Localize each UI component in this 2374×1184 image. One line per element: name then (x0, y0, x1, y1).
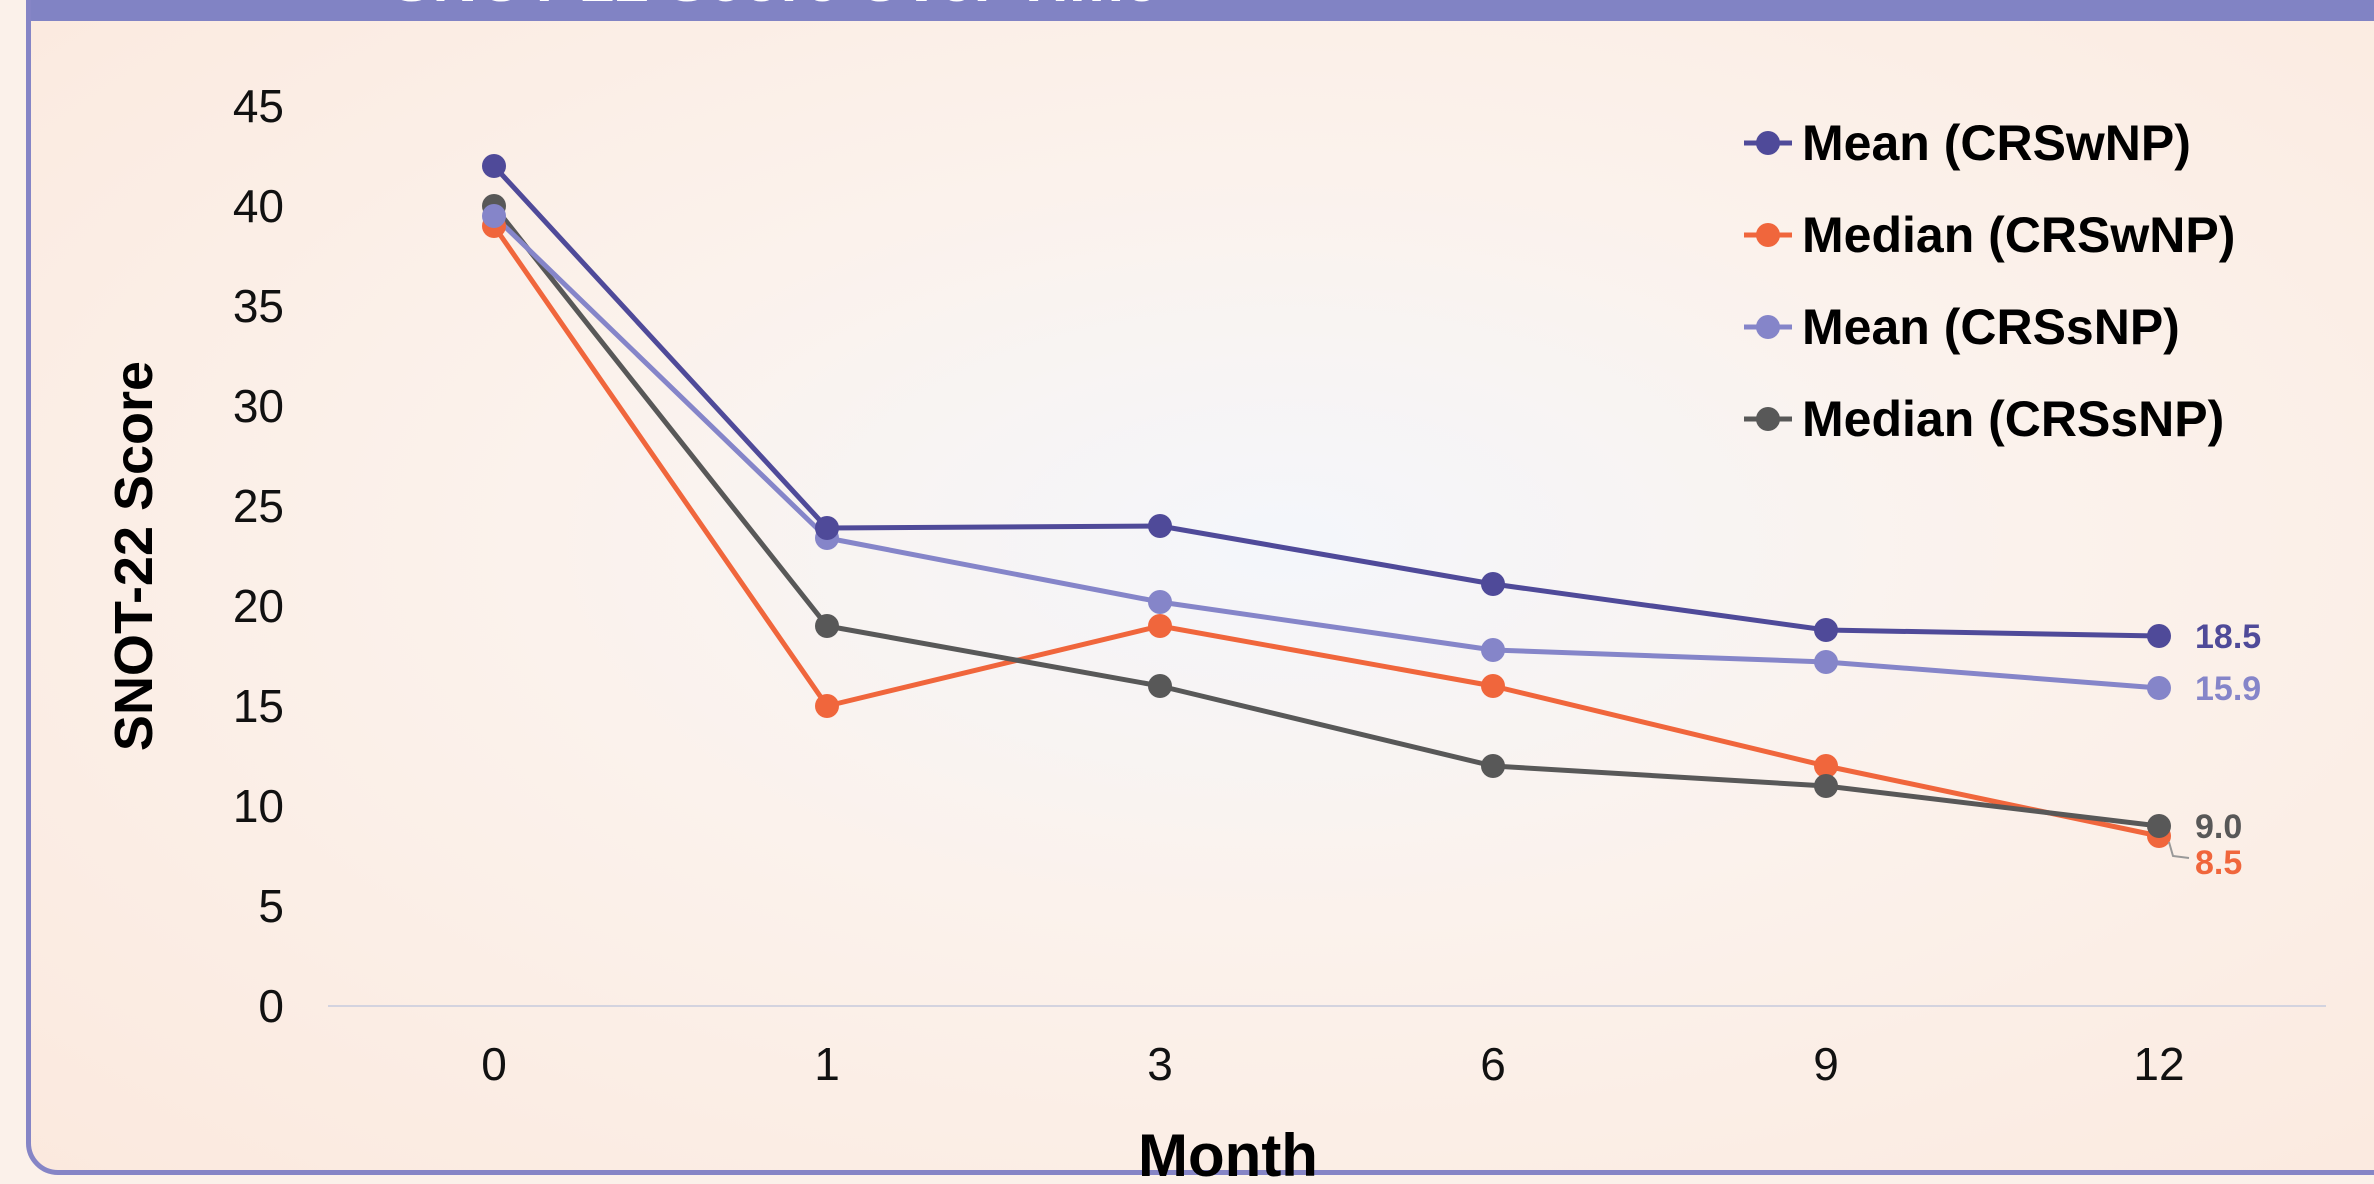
legend-swatch-marker (1756, 407, 1780, 431)
y-tick-label: 0 (258, 980, 284, 1032)
y-tick-label: 35 (233, 280, 284, 332)
series-line (491, 203, 2162, 829)
data-point (1481, 674, 1505, 698)
x-tick-label: 12 (2133, 1038, 2184, 1090)
y-tick-label: 5 (258, 880, 284, 932)
legend-swatch-marker (1756, 131, 1780, 155)
data-point (2147, 814, 2171, 838)
x-tick-label: 9 (1813, 1038, 1839, 1090)
y-tick-label: 25 (233, 480, 284, 532)
chart-header-bar: SNOT-22 Score Over Time (31, 0, 2374, 21)
legend-swatch-marker (1756, 223, 1780, 247)
page-title: SNOT-22 Score Over Time (391, 0, 1158, 16)
data-point (1148, 614, 1172, 638)
legend-label: Mean (CRSwNP) (1802, 115, 2191, 171)
data-point (1148, 674, 1172, 698)
end-label-leader (2168, 841, 2190, 859)
data-point (482, 154, 506, 178)
data-point (2147, 676, 2171, 700)
end-value-label: 15.9 (2195, 670, 2261, 708)
x-tick-label: 3 (1147, 1038, 1173, 1090)
data-point (1148, 590, 1172, 614)
series-lines (491, 163, 2162, 839)
x-tick-label: 1 (814, 1038, 840, 1090)
y-axis-ticks: 0 5 10 15 20 25 30 35 40 45 (233, 80, 284, 1032)
y-tick-label: 20 (233, 580, 284, 632)
end-labels: 18.5 8.5 15.9 9.0 (2168, 618, 2261, 882)
y-tick-label: 45 (233, 80, 284, 132)
y-tick-label: 30 (233, 380, 284, 432)
data-point (2147, 624, 2171, 648)
y-tick-label: 15 (233, 680, 284, 732)
x-tick-label: 6 (1480, 1038, 1506, 1090)
legend-label: Median (CRSwNP) (1802, 207, 2235, 263)
chart-card: SNOT-22 Score Over Time (26, 0, 2374, 1175)
data-point (815, 516, 839, 540)
series-points (482, 154, 2171, 848)
data-point (815, 694, 839, 718)
y-tick-label: 10 (233, 780, 284, 832)
end-value-label: 8.5 (2195, 844, 2242, 882)
y-axis-label: SNOT-22 Score (104, 361, 164, 751)
data-point (815, 614, 839, 638)
legend: Mean (CRSwNP) Median (CRSwNP) Mean (CRSsNP… (1744, 115, 2235, 447)
data-point (1814, 618, 1838, 642)
series-line (491, 213, 2162, 691)
x-axis-ticks: 0 1 3 6 9 12 (481, 1038, 2184, 1090)
data-point (1481, 572, 1505, 596)
data-point (1814, 754, 1838, 778)
x-axis-label: Month (1138, 1122, 1318, 1184)
end-value-label: 18.5 (2195, 618, 2261, 656)
data-point (482, 204, 506, 228)
series-line (491, 223, 2162, 839)
legend-label: Mean (CRSsNP) (1802, 299, 2180, 355)
y-tick-label: 40 (233, 180, 284, 232)
data-point (1481, 638, 1505, 662)
data-point (1814, 774, 1838, 798)
data-point (1148, 514, 1172, 538)
series-line (491, 163, 2162, 639)
data-point (1481, 754, 1505, 778)
end-value-label: 9.0 (2195, 808, 2242, 846)
data-point (1814, 650, 1838, 674)
legend-label: Median (CRSsNP) (1802, 391, 2224, 447)
legend-swatch-marker (1756, 315, 1780, 339)
x-tick-label: 0 (481, 1038, 507, 1090)
